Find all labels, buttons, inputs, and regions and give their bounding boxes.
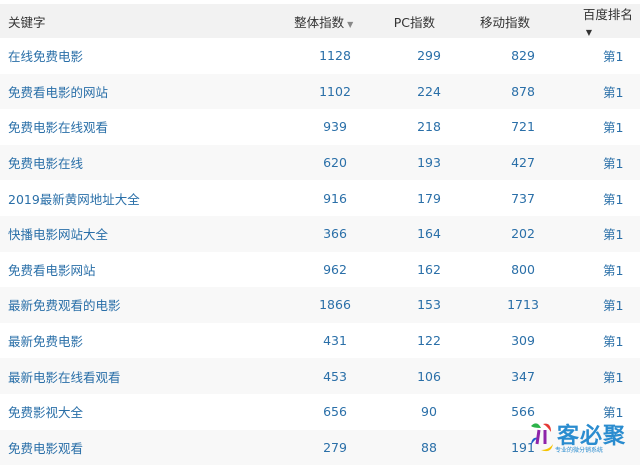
baidu-rank: 第1 bbox=[603, 156, 624, 172]
pc-index: 90 bbox=[421, 404, 437, 420]
table-row: 最新免费观看的电影 1866 153 1713 第1 bbox=[0, 287, 640, 323]
keyword-link[interactable]: 最新免费观看的电影 bbox=[8, 298, 121, 314]
mobile-index: 191 bbox=[511, 439, 535, 455]
overall-index: 939 bbox=[323, 119, 347, 135]
overall-index: 1102 bbox=[319, 83, 351, 99]
table-row: 最新电影在线看观看 453 106 347 第1 bbox=[0, 358, 640, 394]
pc-index: 164 bbox=[417, 226, 441, 242]
header-overall-label: 整体指数 bbox=[294, 14, 345, 30]
keyword-link[interactable]: 免费电影观看 bbox=[8, 440, 84, 456]
overall-index: 366 bbox=[323, 226, 347, 242]
overall-index: 279 bbox=[323, 439, 347, 455]
pc-index: 162 bbox=[417, 261, 441, 277]
pc-index: 88 bbox=[421, 439, 437, 455]
header-mobile: 移动指数 bbox=[480, 14, 531, 30]
keyword-link[interactable]: 免费看电影网站 bbox=[8, 262, 96, 278]
mobile-index: 1713 bbox=[507, 297, 539, 313]
watermark-logo: 客必聚 专业的微分销系统 bbox=[527, 418, 640, 458]
logo-tagline: 专业的微分销系统 bbox=[555, 447, 604, 454]
pc-index: 122 bbox=[417, 333, 441, 349]
pc-index: 179 bbox=[417, 190, 441, 206]
mobile-index: 566 bbox=[511, 404, 535, 420]
baidu-rank: 第1 bbox=[603, 334, 624, 350]
keyword-link[interactable]: 免费看电影的网站 bbox=[8, 84, 109, 100]
table-header: 关键字 整体指数 ▼ PC指数 移动指数 百度排名▼ bbox=[0, 4, 640, 38]
baidu-rank: 第1 bbox=[603, 49, 624, 65]
overall-index: 656 bbox=[323, 404, 347, 420]
mobile-index: 829 bbox=[511, 48, 535, 64]
logo-icon bbox=[531, 423, 553, 452]
table-row: 免费电影在线观看 939 218 721 第1 bbox=[0, 109, 640, 145]
mobile-index: 202 bbox=[511, 226, 535, 242]
baidu-rank: 第1 bbox=[603, 405, 624, 421]
pc-index: 218 bbox=[417, 119, 441, 135]
table-row: 最新免费电影 431 122 309 第1 bbox=[0, 322, 640, 359]
mobile-index: 878 bbox=[511, 83, 535, 99]
keyword-table: 关键字 整体指数 ▼ PC指数 移动指数 百度排名▼ 在线免费电影 1128 299 8… bbox=[0, 4, 640, 465]
table-row: 免费看电影网站 962 162 800 第1 bbox=[0, 251, 640, 288]
overall-index: 620 bbox=[323, 155, 347, 171]
table-row: 2019最新黄网地址大全 916 179 737 第1 bbox=[0, 180, 640, 216]
baidu-rank: 第1 bbox=[603, 262, 624, 278]
overall-index: 431 bbox=[323, 333, 347, 349]
overall-index: 1866 bbox=[319, 297, 351, 313]
keyword-link[interactable]: 免费影视大全 bbox=[8, 405, 84, 421]
baidu-rank: 第1 bbox=[603, 84, 624, 100]
pc-index: 193 bbox=[417, 155, 441, 171]
overall-index: 962 bbox=[323, 261, 347, 277]
table-row: 在线免费电影 1128 299 829 第1 bbox=[0, 38, 640, 74]
keyword-link[interactable]: 最新电影在线看观看 bbox=[8, 369, 121, 385]
overall-index: 1128 bbox=[319, 48, 351, 64]
mobile-index: 721 bbox=[511, 119, 535, 135]
keyword-link[interactable]: 快播电影网站大全 bbox=[8, 227, 109, 243]
mobile-index: 309 bbox=[511, 333, 535, 349]
baidu-rank: 第1 bbox=[603, 120, 624, 136]
table-row: 免费看电影的网站 1102 224 878 第1 bbox=[0, 73, 640, 110]
mobile-index: 737 bbox=[511, 190, 535, 206]
pc-index: 299 bbox=[417, 48, 441, 64]
header-pc: PC指数 bbox=[393, 14, 435, 30]
baidu-rank: 第1 bbox=[603, 298, 624, 314]
keyword-link[interactable]: 免费电影在线观看 bbox=[8, 120, 109, 136]
pc-index: 224 bbox=[417, 83, 441, 99]
logo-name: 客必聚 bbox=[557, 424, 627, 449]
keyword-link[interactable]: 2019最新黄网地址大全 bbox=[8, 191, 140, 207]
table-row: 免费影视大全 656 90 566 第1 bbox=[0, 393, 640, 430]
mobile-index: 427 bbox=[511, 155, 535, 171]
mobile-index: 800 bbox=[511, 261, 535, 277]
overall-index: 453 bbox=[323, 368, 347, 384]
keyword-link[interactable]: 最新免费电影 bbox=[8, 334, 84, 350]
header-rank-label: 百度排名 bbox=[582, 7, 633, 22]
keyword-link[interactable]: 免费电影在线 bbox=[8, 156, 84, 172]
baidu-rank: 第1 bbox=[603, 191, 624, 207]
keyword-link[interactable]: 在线免费电影 bbox=[8, 49, 84, 65]
pc-index: 153 bbox=[417, 297, 441, 313]
mobile-index: 347 bbox=[511, 368, 535, 384]
header-overall[interactable]: 整体指数 ▼ bbox=[266, 12, 382, 31]
baidu-rank: 第1 bbox=[603, 227, 624, 243]
pc-index: 106 bbox=[417, 368, 441, 384]
caret-down-icon[interactable]: ▼ bbox=[347, 19, 354, 29]
header-rank[interactable]: 百度排名 ▼ bbox=[563, 4, 640, 38]
table-row: 免费电影在线 620 193 427 第1 bbox=[0, 144, 640, 181]
overall-index: 916 bbox=[323, 190, 347, 206]
baidu-rank: 第1 bbox=[603, 369, 624, 385]
caret-down-icon[interactable]: ▼ bbox=[585, 28, 593, 37]
table-row: 快播电影网站大全 366 164 202 第1 bbox=[0, 215, 640, 252]
header-keyword: 关键字 bbox=[8, 14, 46, 30]
